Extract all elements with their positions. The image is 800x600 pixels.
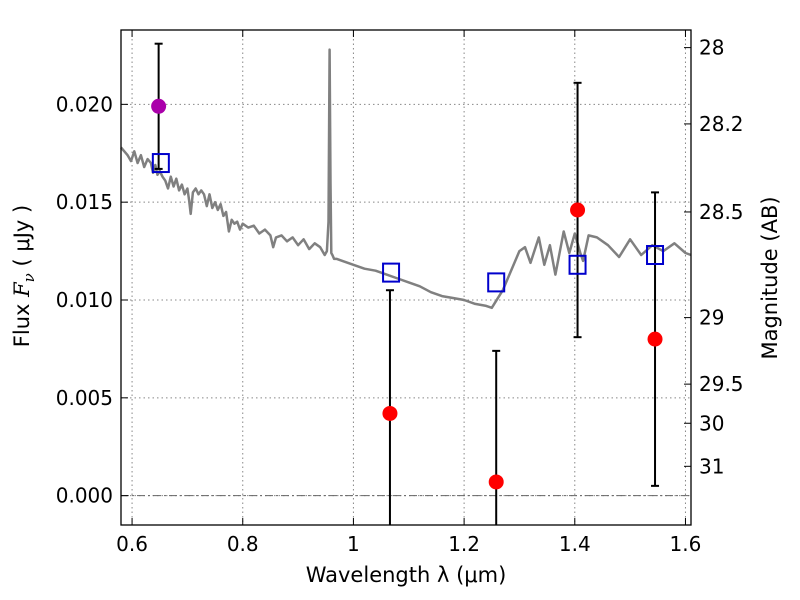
- model-band-marker: [568, 254, 587, 275]
- model-spectrum: [120, 48, 692, 310]
- x-tick-label: 1: [347, 532, 360, 556]
- x-tick-label: 0.6: [116, 532, 148, 556]
- y-axis-title-pre: Flux: [10, 297, 34, 347]
- magnitude-tick-label: 28.5: [699, 200, 744, 224]
- observed-flux-marker: [570, 202, 586, 218]
- model-band-marker: [487, 272, 506, 293]
- error-bar: [492, 349, 501, 525]
- observed-flux-marker-highlighted: [151, 98, 167, 114]
- x-axis-title: Wavelength λ (μm): [306, 563, 507, 587]
- magnitude-tick-label: 28.2: [699, 112, 744, 136]
- x-axis-ticks: 0.6 0.8 1 1.2 1.4 1.6: [116, 30, 701, 556]
- magnitude-axis-title: Magnitude (AB): [758, 196, 782, 359]
- y-axis-title-var: F: [10, 281, 34, 298]
- y-tick-label: 0.000: [56, 484, 113, 508]
- x-tick-label: 1.4: [559, 532, 591, 556]
- x-tick-label: 1.6: [670, 532, 702, 556]
- y-tick-label: 0.010: [56, 288, 113, 312]
- model-band-marker: [151, 153, 170, 174]
- model-band-marker: [646, 245, 665, 265]
- plot-frame: [120, 29, 692, 526]
- observed-flux-marker: [382, 405, 398, 421]
- y-axis-title-post: ( μJy ): [10, 205, 34, 273]
- magnitude-tick-label: 31: [699, 454, 724, 478]
- y-tick-label: 0.015: [56, 190, 113, 214]
- observed-flux-marker: [647, 331, 663, 347]
- y-axis-ticks: 0.000 0.005 0.010 0.015 0.020: [56, 92, 128, 508]
- y-axis-title-sub: ν: [20, 273, 38, 282]
- grid: [121, 30, 691, 525]
- observed-fluxes: [151, 98, 663, 490]
- error-bars: [154, 42, 660, 525]
- magnitude-tick-label: 30: [699, 411, 724, 435]
- y-axis-title: Flux Fν ( μJy ): [10, 205, 38, 347]
- magnitude-tick-label: 29.5: [699, 372, 744, 396]
- y-tick-label: 0.020: [56, 92, 113, 116]
- y-tick-label: 0.005: [56, 386, 113, 410]
- magnitude-tick-label: 29: [699, 306, 724, 330]
- observed-flux-marker: [488, 474, 504, 490]
- magnitude-axis-ticks: 28 28.2 28.5 29 29.5 30 31: [684, 36, 744, 478]
- model-band-fluxes: [151, 153, 665, 293]
- x-tick-label: 0.8: [227, 532, 259, 556]
- model-band-marker: [382, 262, 401, 283]
- x-tick-label: 1.2: [448, 532, 480, 556]
- magnitude-tick-label: 28: [699, 36, 724, 60]
- model-spectrum-line: [120, 48, 692, 310]
